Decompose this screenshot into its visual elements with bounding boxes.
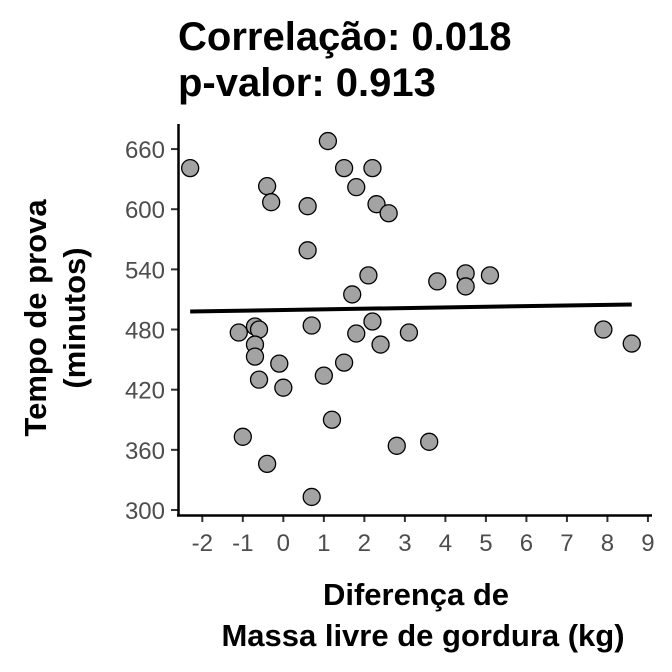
data-point: [257, 454, 277, 474]
data-point: [334, 158, 354, 178]
data-point: [270, 354, 289, 373]
x-axis-title-line2: Massa livre de gordura (kg): [221, 618, 624, 653]
y-tick-label: 480: [125, 318, 165, 345]
data-point: [363, 158, 382, 178]
data-point: [257, 177, 277, 196]
y-tick-label: 300: [125, 498, 165, 525]
x-tick-label: 1: [317, 530, 330, 557]
data-point: [298, 197, 317, 216]
y-tick-label: 600: [125, 197, 165, 224]
trend-line: [190, 302, 632, 314]
data-point: [387, 436, 406, 455]
data-point: [359, 266, 378, 285]
x-tick-label: -1: [232, 530, 253, 557]
x-tick-label: 6: [520, 530, 533, 557]
data-point: [343, 285, 362, 304]
data-point: [245, 347, 265, 366]
data-point: [347, 178, 366, 197]
x-axis-ticks: -2 -1 0 1 2 3 4 5 6 7 8 9: [192, 515, 655, 557]
data-point: [302, 316, 321, 335]
data-point: [274, 378, 293, 397]
data-point: [363, 312, 382, 331]
data-point: [318, 131, 338, 151]
data-point: [229, 323, 248, 342]
data-point: [367, 195, 386, 214]
data-point: [334, 353, 354, 372]
y-tick-label: 360: [125, 438, 165, 465]
x-tick-label: 8: [601, 530, 614, 557]
data-point: [347, 324, 366, 343]
x-tick-label: -2: [192, 530, 213, 557]
data-point: [181, 158, 200, 178]
x-axis-title-line1: Diferença de: [323, 577, 509, 612]
data-point: [371, 335, 390, 354]
x-tick-label: 3: [398, 530, 411, 557]
y-tick-label: 420: [125, 378, 165, 405]
x-tick-label: 5: [479, 530, 492, 557]
trend-line-group: [190, 302, 632, 314]
x-tick-label: 0: [277, 530, 290, 557]
data-point: [456, 277, 475, 296]
y-axis-ticks: 300 360 420 480 540 600 660: [125, 137, 178, 525]
data-point: [420, 432, 439, 451]
data-points: [181, 131, 641, 507]
data-point: [262, 193, 281, 212]
x-tick-label: 9: [641, 530, 654, 557]
data-point: [322, 410, 342, 429]
y-tick-label: 540: [125, 257, 165, 284]
data-point: [249, 320, 269, 339]
x-tick-label: 7: [560, 530, 573, 557]
y-axis-title-line1: Tempo de prova: [18, 199, 53, 437]
data-point: [480, 266, 500, 285]
chart-title-correlation: Correlação: 0.018: [178, 15, 512, 59]
data-point: [249, 370, 269, 389]
data-point: [428, 272, 447, 291]
data-point: [298, 241, 317, 260]
data-point: [399, 323, 419, 342]
data-point: [233, 427, 252, 446]
data-point: [594, 320, 613, 339]
x-tick-label: 4: [439, 530, 452, 557]
data-point: [622, 334, 641, 353]
x-tick-label: 2: [358, 530, 371, 557]
chart-title-pvalue: p-valor: 0.913: [178, 61, 436, 105]
data-point: [379, 204, 398, 223]
data-point: [302, 487, 321, 507]
y-axis-title-line2: (minutos): [57, 247, 92, 388]
y-tick-label: 660: [125, 137, 165, 164]
data-point: [314, 366, 333, 385]
